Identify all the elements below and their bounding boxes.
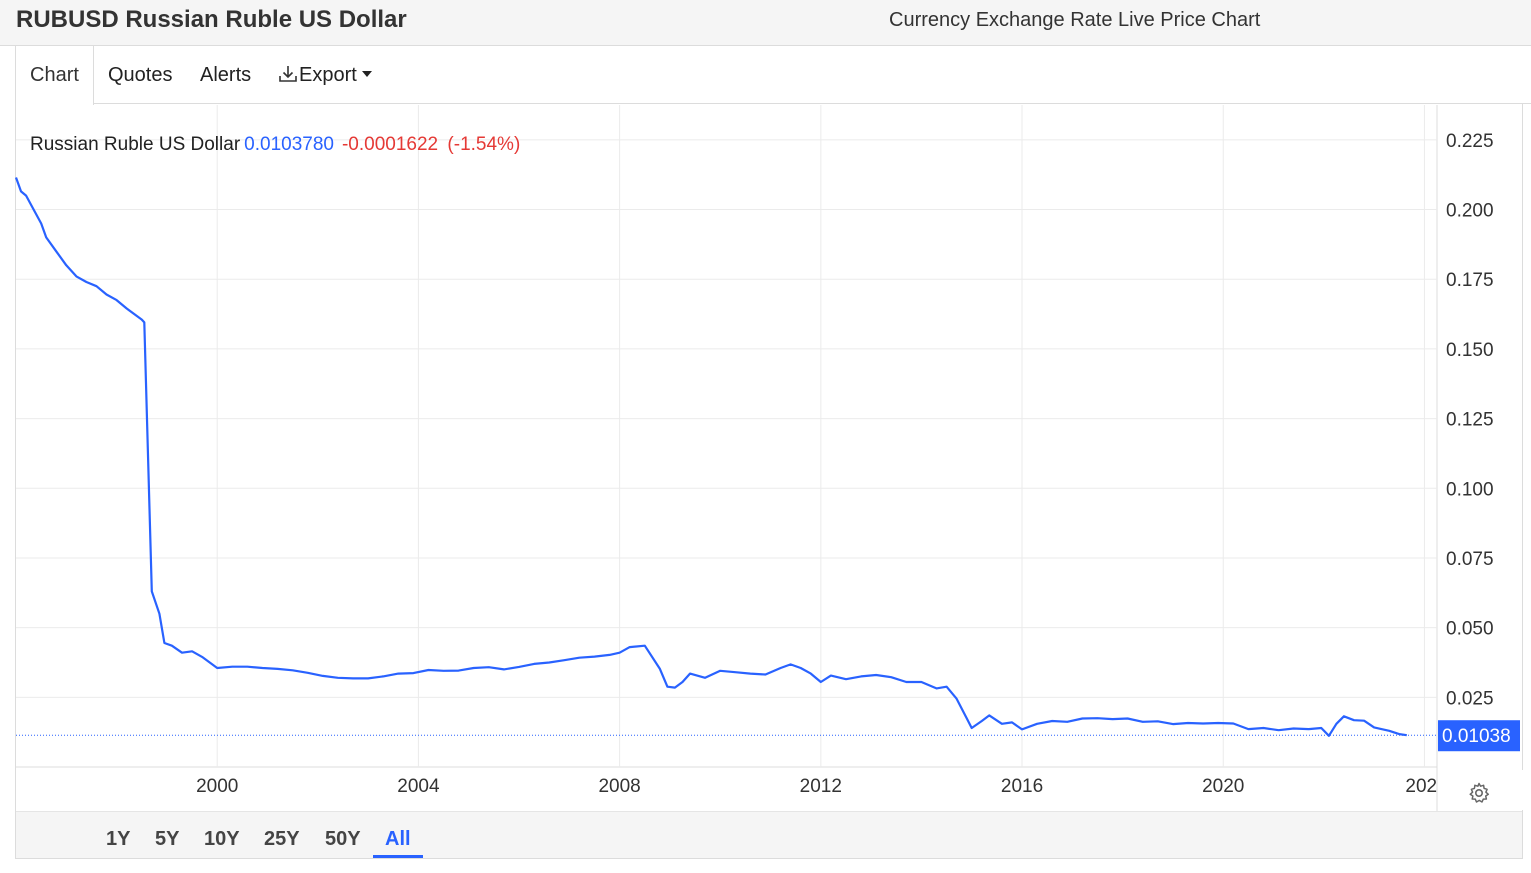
range-10y[interactable]: 10Y bbox=[204, 828, 240, 850]
range-5y[interactable]: 5Y bbox=[155, 828, 180, 850]
y-tick-label: 0.225 bbox=[1446, 131, 1494, 152]
page-title: RUBUSD Russian Ruble US Dollar bbox=[16, 6, 407, 33]
export-label: Export bbox=[299, 64, 357, 86]
chart-panel bbox=[15, 46, 1523, 859]
price-series-line bbox=[14, 177, 1407, 737]
tab-alerts[interactable]: Alerts bbox=[200, 64, 252, 86]
x-tick-label: 2008 bbox=[598, 776, 640, 797]
range-50y[interactable]: 50Y bbox=[325, 828, 361, 850]
chart-legend: Russian Ruble US Dollar 0.0103780 -0.00016… bbox=[30, 134, 520, 156]
range-active-indicator bbox=[373, 855, 423, 858]
x-axis-clip bbox=[1438, 770, 1531, 810]
range-25y[interactable]: 25Y bbox=[264, 828, 300, 850]
x-tick-label: 202 bbox=[1405, 776, 1437, 797]
y-tick-label: 0.150 bbox=[1446, 340, 1494, 361]
y-tick-label: 0.200 bbox=[1446, 201, 1494, 222]
x-tick-label: 2012 bbox=[800, 776, 842, 797]
series-layer bbox=[14, 177, 1437, 737]
tab-chart[interactable]: Chart bbox=[15, 46, 94, 105]
last-price-badge bbox=[1438, 720, 1520, 752]
y-tick-label: 0.025 bbox=[1446, 688, 1494, 709]
x-tick-label: 2004 bbox=[397, 776, 440, 797]
range-1y[interactable]: 1Y bbox=[106, 828, 131, 850]
title-bar: RUBUSD Russian Ruble US Dollar Currency … bbox=[0, 0, 1531, 46]
x-tick-label: 2000 bbox=[196, 776, 238, 797]
legend-series-name: Russian Ruble US Dollar bbox=[30, 134, 241, 155]
legend-change-pct: (-1.54%) bbox=[447, 134, 521, 155]
y-tick-label: 0.075 bbox=[1446, 549, 1494, 570]
tab-export[interactable]: Export bbox=[277, 46, 372, 104]
chevron-down-icon bbox=[361, 71, 372, 77]
tab-bar: Chart Quotes Alerts Export bbox=[15, 46, 1531, 105]
y-tick-label: 0.100 bbox=[1446, 479, 1494, 500]
download-icon bbox=[279, 66, 297, 82]
gear-icon[interactable] bbox=[1467, 781, 1491, 805]
axis-layer: 0.025 0.050 0.075 0.100 0.125 0.150 0.175 0.200… bbox=[196, 131, 1531, 810]
y-tick-label: 0.125 bbox=[1446, 410, 1494, 431]
legend-value: 0.0103780 bbox=[244, 134, 334, 155]
page-subtitle: Currency Exchange Rate Live Price Chart bbox=[889, 9, 1261, 31]
tab-quotes[interactable]: Quotes bbox=[108, 64, 173, 86]
range-selector: 1Y 5Y 10Y 25Y 50Y All bbox=[16, 811, 1522, 858]
x-tick-label: 2016 bbox=[1001, 776, 1043, 797]
y-tick-label: 0.175 bbox=[1446, 270, 1494, 291]
legend-change: -0.0001622 bbox=[341, 134, 439, 155]
y-tick-label: 0.050 bbox=[1446, 619, 1494, 640]
range-all[interactable]: All bbox=[385, 828, 411, 850]
x-tick-label: 2020 bbox=[1202, 776, 1244, 797]
grid-lines bbox=[16, 105, 1438, 811]
last-price-label: 0.01038 bbox=[1442, 726, 1511, 747]
